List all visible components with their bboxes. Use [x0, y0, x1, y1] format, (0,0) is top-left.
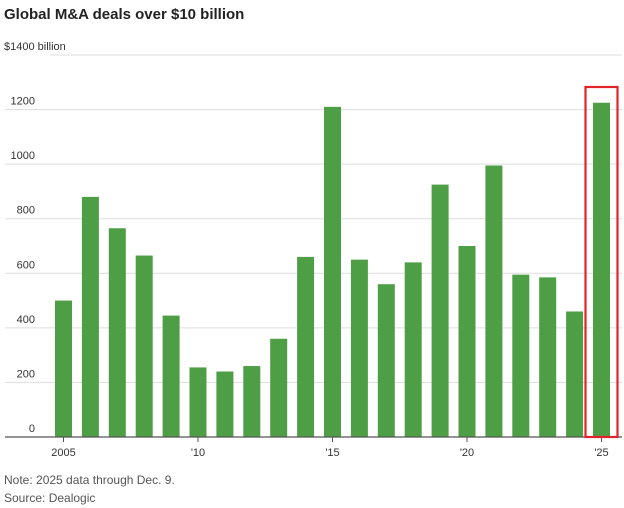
y-tick-label: 400: [17, 314, 35, 326]
y-unit-label: $1400 billion: [4, 41, 66, 53]
x-tick-label-2020: '20: [460, 447, 474, 459]
bar-2024: [566, 311, 584, 437]
bar-2018: [404, 262, 422, 437]
chart-title: Global M&A deals over $10 billion: [4, 6, 245, 23]
bar-2014: [297, 256, 315, 437]
bar-2021: [485, 165, 503, 437]
chart-note: Note: 2025 data through Dec. 9.: [4, 473, 175, 487]
bar-2025: [593, 102, 610, 437]
y-tick-label: 0: [29, 423, 35, 435]
bar-2017: [377, 284, 395, 437]
y-tick-label: 800: [17, 205, 35, 217]
y-tick-label: 600: [17, 259, 35, 271]
x-tick-label-2025: '25: [594, 447, 608, 459]
bar-2013: [270, 338, 288, 437]
bar-2008: [135, 255, 153, 437]
highlight-box: [584, 85, 619, 439]
bar-2006: [81, 196, 99, 437]
bar-2010: [189, 367, 207, 437]
y-tick-label: 1000: [11, 150, 35, 162]
bar-2009: [162, 315, 180, 437]
y-tick-label: 200: [17, 368, 35, 380]
bar-2011: [216, 371, 234, 437]
bar-2020: [458, 246, 476, 437]
x-tick-label-2015: '15: [325, 447, 339, 459]
bar-2023: [539, 277, 557, 437]
bar-2022: [512, 274, 530, 437]
bar-2015: [324, 106, 341, 437]
chart-source: Source: Dealogic: [4, 491, 96, 505]
bar-2005: [55, 300, 72, 437]
y-tick-label: 1200: [11, 96, 35, 108]
x-tick-label-2010: '10: [191, 447, 205, 459]
bar-2019: [431, 184, 449, 437]
bar-2012: [243, 366, 261, 437]
x-tick-label-2005: 2005: [51, 447, 75, 459]
bar-2016: [350, 259, 368, 437]
bar-2007: [108, 228, 126, 437]
